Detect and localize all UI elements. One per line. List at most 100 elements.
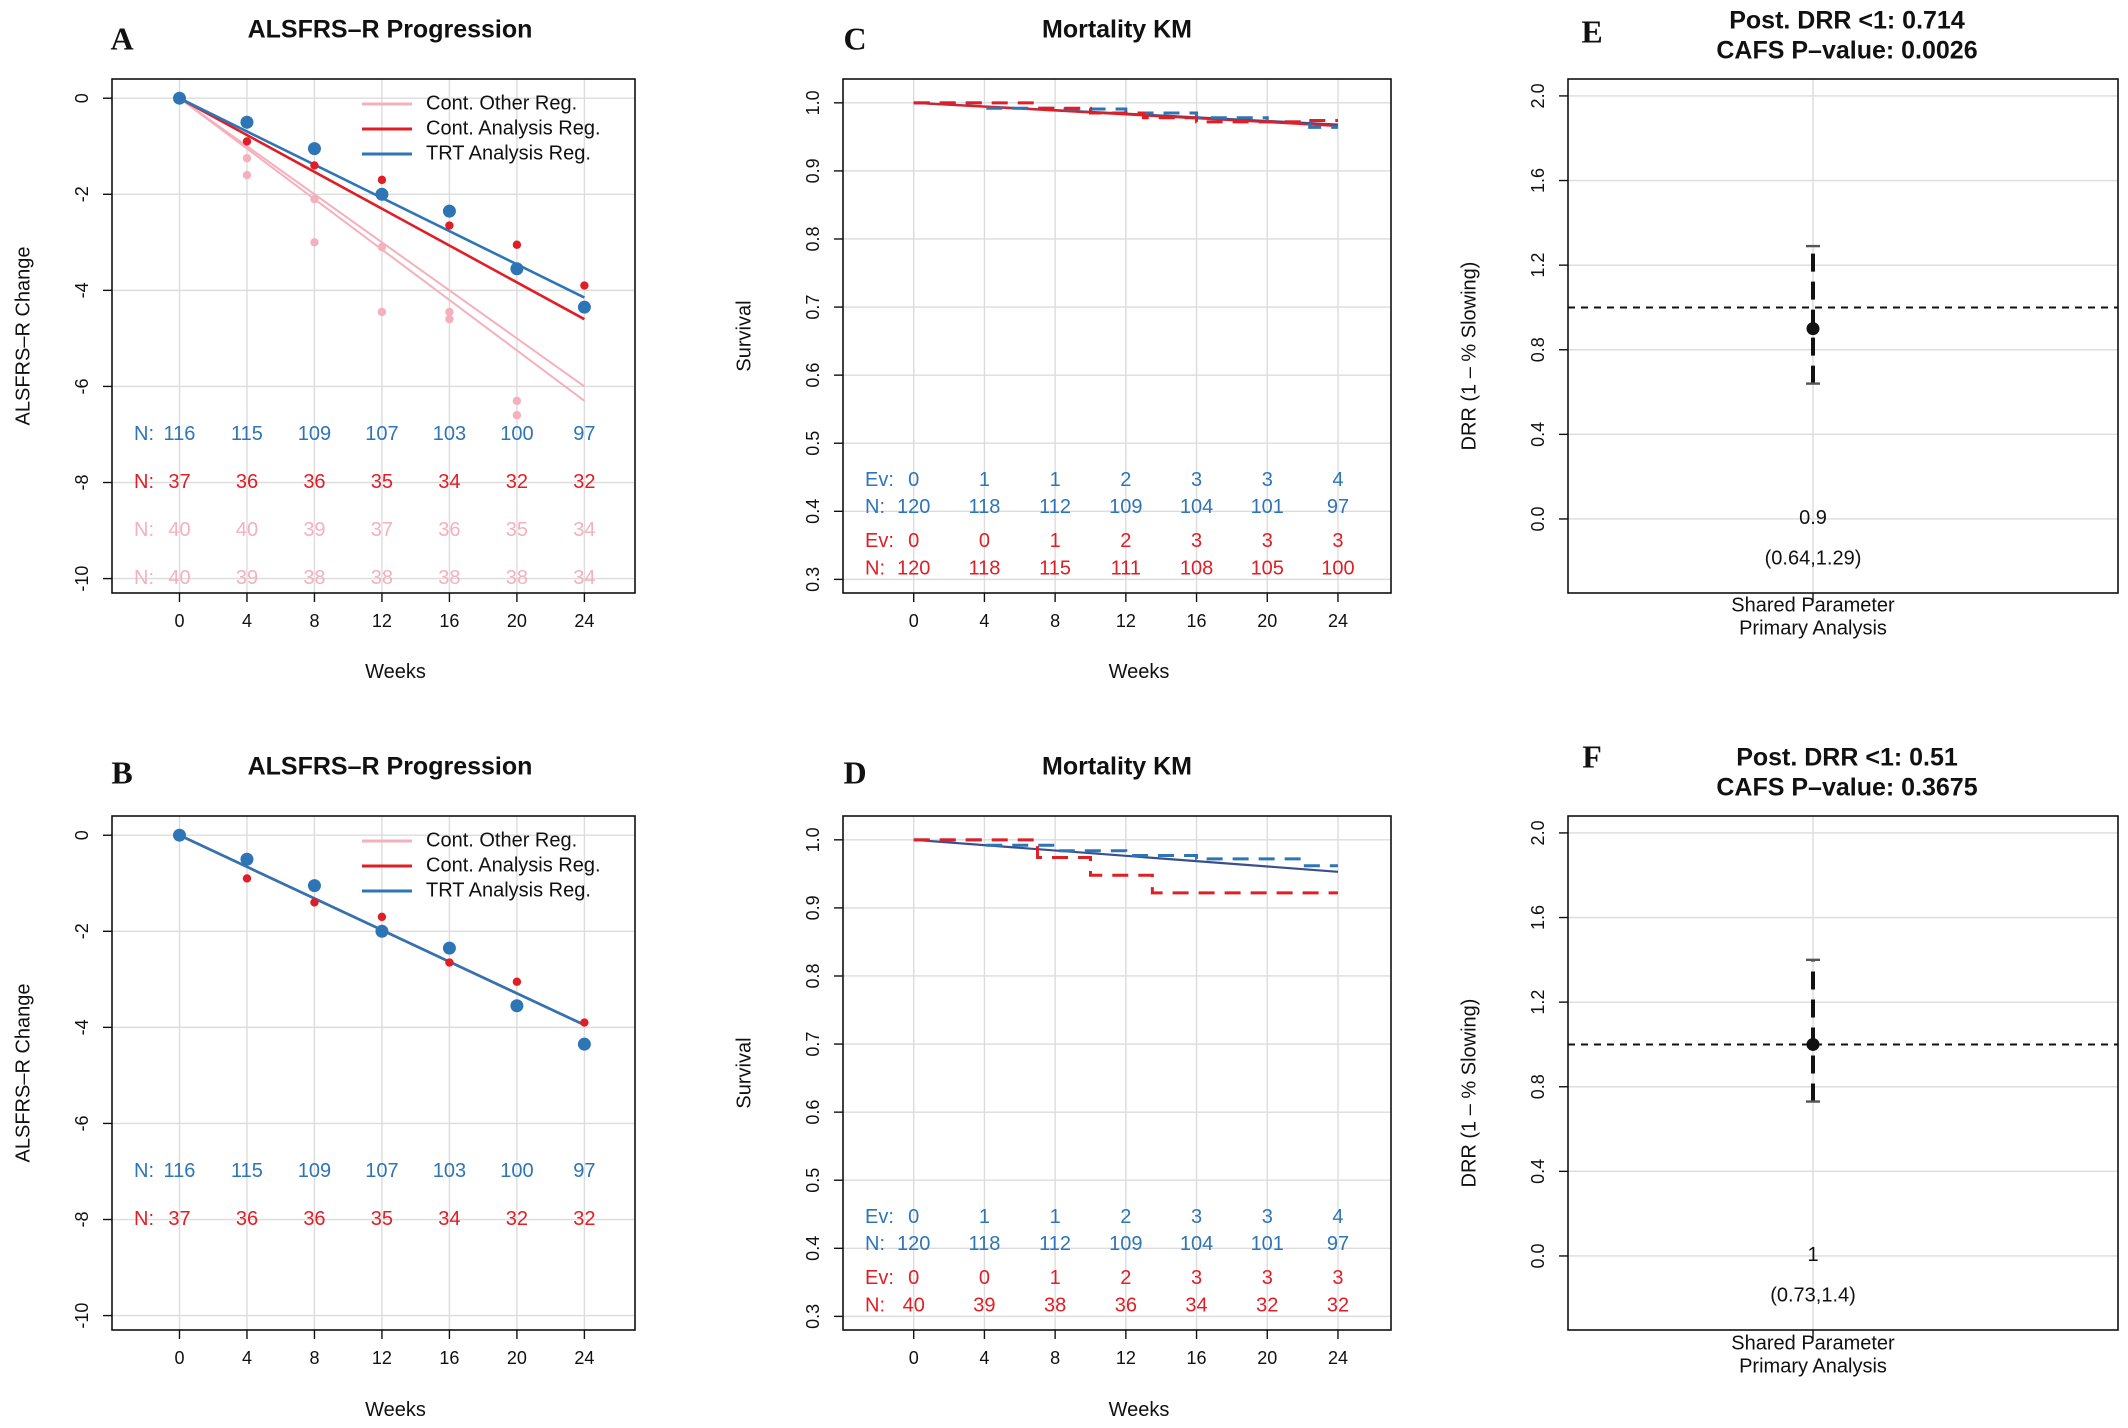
x-tick-label: 24 xyxy=(1328,1348,1348,1368)
count-value: 103 xyxy=(433,1160,466,1182)
data-point-cont xyxy=(580,1018,589,1027)
y-tick-label: 0.7 xyxy=(803,1032,823,1057)
x-tick-label: 12 xyxy=(1116,611,1136,631)
count-value: 32 xyxy=(1256,1294,1278,1316)
count-value: 109 xyxy=(1109,1233,1142,1255)
count-value: 37 xyxy=(168,471,190,493)
count-value: 36 xyxy=(236,1208,258,1230)
category-label: Shared Parameter xyxy=(1731,1332,1895,1354)
data-point-other xyxy=(512,411,522,420)
count-value: 36 xyxy=(1115,1294,1137,1316)
x-tick-label: 0 xyxy=(174,1348,184,1368)
x-tick-label: 20 xyxy=(1257,611,1277,631)
count-row-label: Ev: xyxy=(865,469,894,491)
point-estimate xyxy=(1806,322,1820,336)
x-tick-label: 24 xyxy=(574,1348,594,1368)
y-tick-label: 0.4 xyxy=(1528,1159,1548,1184)
panel-letter: E xyxy=(1581,13,1602,49)
count-value: 112 xyxy=(1039,1233,1071,1255)
count-value: 97 xyxy=(573,423,595,445)
x-axis-label: Weeks xyxy=(365,661,426,683)
count-row-label: N: xyxy=(134,423,154,445)
x-tick-label: 20 xyxy=(1257,1348,1277,1368)
panel-letter: C xyxy=(843,20,866,56)
data-point-cont xyxy=(580,281,589,290)
count-value: 107 xyxy=(365,423,398,445)
panel-letter: B xyxy=(111,754,132,790)
count-value: 0 xyxy=(908,1267,919,1289)
y-tick-label: -2 xyxy=(72,923,92,939)
count-value: 39 xyxy=(303,519,325,541)
data-point-cont xyxy=(310,161,319,170)
data-point-trt xyxy=(240,852,254,866)
x-tick-label: 4 xyxy=(979,611,989,631)
y-tick-label: 2.0 xyxy=(1528,820,1548,845)
x-tick-label: 16 xyxy=(1187,1348,1207,1368)
count-value: 1 xyxy=(1050,1206,1061,1228)
data-point-cont xyxy=(445,958,454,967)
x-tick-label: 8 xyxy=(1050,1348,1060,1368)
x-axis-label: Weeks xyxy=(365,1399,426,1421)
x-tick-label: 24 xyxy=(574,611,594,631)
panel-title-line: CAFS P–value: 0.3675 xyxy=(1716,774,1977,802)
panel-letter: F xyxy=(1582,738,1602,774)
y-tick-label: 0.6 xyxy=(803,1100,823,1125)
y-tick-label: 0.4 xyxy=(803,499,823,524)
x-tick-label: 20 xyxy=(507,611,527,631)
count-value: 37 xyxy=(371,519,393,541)
y-axis-label: ALSFRS–R Change xyxy=(12,247,34,426)
data-point-trt xyxy=(510,999,524,1013)
category-label: Primary Analysis xyxy=(1739,617,1887,639)
y-tick-label: -10 xyxy=(72,566,92,592)
data-point-trt xyxy=(577,300,591,314)
x-tick-label: 16 xyxy=(439,1348,459,1368)
y-tick-label: 0.3 xyxy=(803,1304,823,1329)
km-curve-trt xyxy=(913,101,1338,129)
data-point-cont xyxy=(242,874,252,883)
count-value: 38 xyxy=(1044,1294,1066,1316)
data-point-other xyxy=(377,307,387,317)
legend-label: Cont. Analysis Reg. xyxy=(426,854,601,876)
data-point-cont xyxy=(377,175,387,185)
count-value: 40 xyxy=(168,519,190,541)
count-row-label: N: xyxy=(865,496,885,518)
x-tick-label: 4 xyxy=(242,1348,252,1368)
y-tick-label: 0.7 xyxy=(803,295,823,320)
panel-title: Mortality KM xyxy=(1042,753,1192,781)
estimate-label: 1 xyxy=(1807,1244,1818,1266)
grid xyxy=(1568,79,2118,593)
km-curve-cont xyxy=(913,838,1338,895)
count-value: 109 xyxy=(298,423,331,445)
count-value: 37 xyxy=(168,1208,190,1230)
y-tick-label: 0 xyxy=(72,93,92,103)
count-value: 0 xyxy=(979,1267,990,1289)
count-value: 118 xyxy=(968,496,1000,518)
x-tick-label: 8 xyxy=(309,1348,319,1368)
data-point-trt xyxy=(442,204,456,218)
count-value: 1 xyxy=(979,469,990,491)
count-value: 107 xyxy=(365,1160,398,1182)
y-tick-label: 0.8 xyxy=(803,963,823,988)
count-value: 1 xyxy=(1050,1267,1061,1289)
data-point-cont xyxy=(310,898,319,907)
panel-title: ALSFRS–R Progression xyxy=(248,753,533,781)
data-point-trt xyxy=(172,828,186,842)
y-tick-label: 1.0 xyxy=(803,827,823,852)
y-axis-label: Survival xyxy=(733,300,755,371)
count-value: 1 xyxy=(979,1206,990,1228)
count-value: 32 xyxy=(573,1208,595,1230)
data-point-other xyxy=(242,170,252,180)
count-row-label: Ev: xyxy=(865,1206,894,1228)
count-value: 0 xyxy=(908,1206,919,1228)
count-value: 120 xyxy=(897,557,930,579)
y-tick-label: -8 xyxy=(72,475,92,491)
count-row-label: Ev: xyxy=(865,530,894,552)
y-tick-label: 2.0 xyxy=(1528,83,1548,108)
data-point-other xyxy=(377,242,387,252)
grid xyxy=(843,816,1391,1330)
count-row-label: N: xyxy=(865,1233,885,1255)
x-tick-label: 4 xyxy=(242,611,252,631)
count-value: 97 xyxy=(573,1160,595,1182)
data-point-cont xyxy=(512,240,522,249)
